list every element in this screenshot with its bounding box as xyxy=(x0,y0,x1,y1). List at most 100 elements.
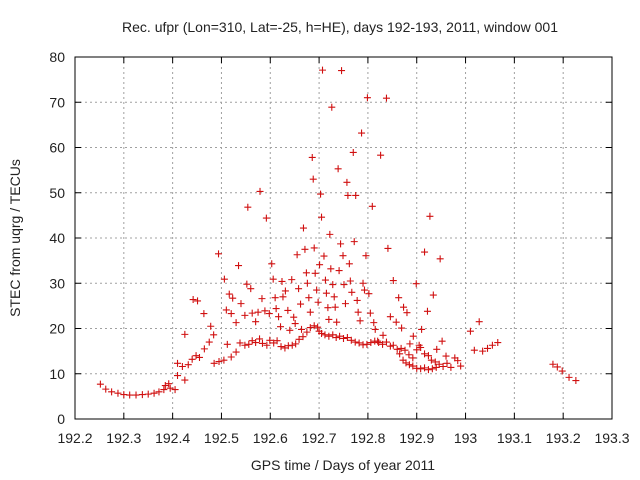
data-point xyxy=(227,310,235,318)
data-point xyxy=(475,318,483,326)
data-point xyxy=(392,318,400,326)
data-point xyxy=(479,347,487,355)
y-tick-label: 60 xyxy=(49,140,65,156)
data-point xyxy=(409,354,417,362)
data-point xyxy=(424,352,432,360)
data-point xyxy=(494,339,502,347)
y-axis-label: STEC from uqrg / TECUs xyxy=(7,159,23,317)
data-point xyxy=(350,238,358,246)
data-point xyxy=(277,343,285,351)
data-point xyxy=(321,276,329,284)
data-point xyxy=(165,380,173,388)
data-point xyxy=(405,361,413,369)
x-axis-label: GPS time / Days of year 2011 xyxy=(251,457,435,473)
data-point xyxy=(400,303,408,311)
x-tick-label: 192.9 xyxy=(399,430,434,446)
x-tick-label: 193 xyxy=(454,430,478,446)
data-point xyxy=(200,345,208,353)
data-point xyxy=(457,362,465,370)
data-point xyxy=(454,357,462,365)
x-tick-label: 193.2 xyxy=(546,430,581,446)
data-point xyxy=(126,391,134,399)
data-point xyxy=(337,240,345,248)
data-point xyxy=(558,367,566,375)
data-point xyxy=(409,362,417,370)
y-tick-label: 70 xyxy=(49,94,65,110)
data-point xyxy=(174,359,182,367)
data-point xyxy=(348,288,356,296)
data-points xyxy=(96,66,580,399)
data-point xyxy=(389,277,397,285)
data-point xyxy=(379,340,387,348)
data-point xyxy=(333,318,341,326)
data-point xyxy=(181,376,189,384)
data-point xyxy=(297,300,305,308)
data-point xyxy=(340,334,347,342)
data-point xyxy=(194,297,202,305)
data-point xyxy=(299,224,307,232)
data-point xyxy=(431,358,439,366)
data-point xyxy=(484,344,492,352)
data-point xyxy=(220,275,228,283)
data-point xyxy=(288,276,296,284)
data-point xyxy=(470,346,478,354)
data-point xyxy=(371,337,379,345)
data-point xyxy=(138,391,146,399)
data-point xyxy=(295,335,303,343)
data-point xyxy=(171,386,179,394)
data-point xyxy=(220,356,228,364)
data-point xyxy=(432,363,440,371)
data-point xyxy=(132,391,140,399)
data-point xyxy=(366,309,374,317)
data-point xyxy=(393,345,401,353)
data-point xyxy=(396,350,404,358)
x-tick-label: 192.4 xyxy=(155,430,190,446)
data-point xyxy=(229,294,237,302)
data-point xyxy=(382,94,390,102)
data-point xyxy=(232,348,240,356)
data-point xyxy=(331,303,339,311)
data-point xyxy=(395,294,403,302)
x-tick-label: 193.3 xyxy=(594,430,629,446)
data-point xyxy=(347,336,355,344)
data-point xyxy=(252,318,260,326)
data-point xyxy=(248,337,256,345)
data-point xyxy=(192,352,200,360)
data-point xyxy=(375,339,383,347)
data-point xyxy=(340,281,348,289)
data-point xyxy=(284,306,292,314)
data-point xyxy=(384,244,392,252)
data-point xyxy=(243,280,251,288)
data-point xyxy=(108,388,116,396)
data-point xyxy=(405,351,413,359)
data-point xyxy=(309,175,317,183)
data-point xyxy=(258,295,266,303)
data-point xyxy=(335,267,343,275)
data-point xyxy=(302,269,310,277)
data-point xyxy=(272,305,280,313)
data-point xyxy=(370,319,378,327)
data-point xyxy=(210,359,218,367)
y-tick-label: 20 xyxy=(49,321,65,337)
data-point xyxy=(281,287,289,295)
data-point xyxy=(258,339,266,347)
data-point xyxy=(319,66,327,74)
data-point xyxy=(256,335,264,343)
data-point xyxy=(329,281,337,289)
data-point xyxy=(389,341,397,349)
data-point xyxy=(256,187,264,195)
data-point xyxy=(418,325,426,333)
data-point xyxy=(306,308,314,316)
data-point xyxy=(438,337,446,345)
data-point xyxy=(336,332,344,340)
data-point xyxy=(421,350,429,358)
data-point xyxy=(235,262,243,270)
data-point xyxy=(254,308,262,316)
data-point xyxy=(298,325,306,333)
data-point xyxy=(244,203,252,211)
data-point xyxy=(301,245,309,253)
chart-title: Rec. ufpr (Lon=310, Lat=-25, h=HE), days… xyxy=(122,19,558,35)
data-point xyxy=(371,325,379,333)
data-point xyxy=(466,327,474,335)
